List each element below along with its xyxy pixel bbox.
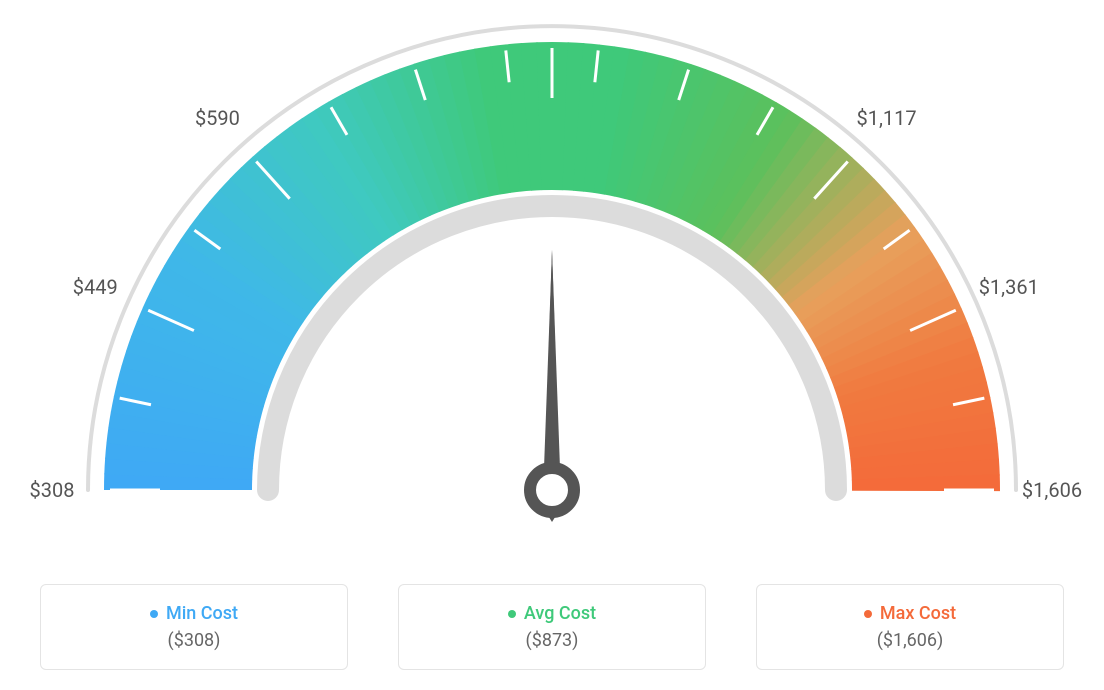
legend-row: Min Cost ($308) Avg Cost ($873) Max Cost… — [0, 584, 1104, 670]
legend-title-text: Max Cost — [880, 603, 956, 624]
legend-value-max: ($1,606) — [877, 630, 944, 651]
legend-card-avg: Avg Cost ($873) — [398, 584, 706, 670]
legend-value-min: ($308) — [168, 630, 221, 651]
legend-card-max: Max Cost ($1,606) — [756, 584, 1064, 670]
gauge-svg — [0, 0, 1104, 560]
dot-icon — [864, 610, 872, 618]
dot-icon — [508, 610, 516, 618]
gauge-tick-label: $1,117 — [856, 106, 916, 130]
gauge-tick-label: $1,606 — [1022, 478, 1082, 502]
legend-title-text: Avg Cost — [524, 603, 596, 624]
gauge-tick-label: $590 — [195, 106, 240, 130]
dot-icon — [150, 610, 158, 618]
gauge-tick-label: $308 — [30, 478, 75, 502]
gauge-chart: $308 $449 $590 $873 $1,117 $1,361 $1,606 — [0, 0, 1104, 560]
gauge-tick-label: $449 — [73, 275, 118, 299]
gauge-tick-label: $873 — [530, 0, 575, 2]
legend-title-max: Max Cost — [864, 603, 956, 624]
legend-title-text: Min Cost — [166, 603, 238, 624]
legend-card-min: Min Cost ($308) — [40, 584, 348, 670]
legend-title-min: Min Cost — [150, 603, 238, 624]
gauge-tick-label: $1,361 — [979, 275, 1039, 299]
legend-value-avg: ($873) — [526, 630, 579, 651]
legend-title-avg: Avg Cost — [508, 603, 596, 624]
